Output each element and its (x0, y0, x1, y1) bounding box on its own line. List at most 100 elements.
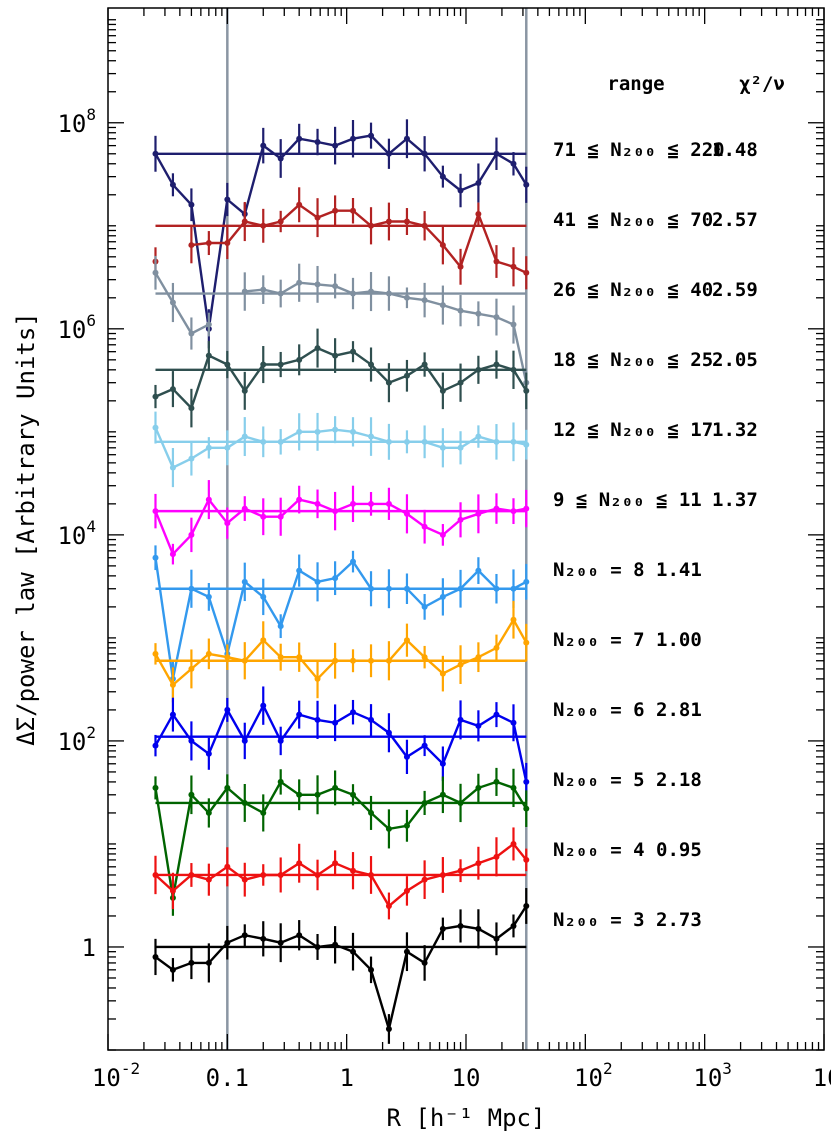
series-point (314, 500, 321, 507)
series-point (475, 310, 482, 317)
series-point (332, 352, 339, 359)
series-point (224, 196, 231, 203)
series-point (152, 508, 159, 515)
series-point (332, 426, 339, 433)
series-point (350, 558, 357, 565)
legend-chi-value: 1.41 (656, 559, 702, 581)
series-point (260, 142, 267, 149)
series-point (350, 791, 357, 798)
series-point (475, 567, 482, 574)
series (152, 328, 530, 428)
series-point (332, 142, 339, 149)
series-point (523, 805, 530, 812)
series-point (493, 258, 500, 265)
series-line (154, 557, 527, 680)
series-point (368, 433, 375, 440)
series-point (332, 575, 339, 582)
series-point (169, 966, 176, 973)
series-point (241, 876, 248, 883)
series-point (457, 444, 464, 451)
series-point (224, 361, 231, 368)
series-point (523, 441, 530, 448)
series-point (314, 943, 321, 950)
series-point (493, 778, 500, 785)
series-point (421, 523, 428, 530)
series-point (350, 657, 357, 664)
series-point (205, 809, 212, 816)
series-point (314, 139, 321, 146)
series-point (296, 135, 303, 142)
series-point (205, 496, 212, 503)
series-point (510, 263, 517, 270)
series-point (475, 722, 482, 729)
series-point (296, 496, 303, 503)
series-point (457, 661, 464, 668)
series-point (296, 932, 303, 939)
legend-range-label: 26 ≦ N₂₀₀ ≦ 40 (553, 279, 713, 301)
series-point (314, 791, 321, 798)
series-point (314, 345, 321, 352)
series-point (350, 348, 357, 355)
series-point (385, 1025, 392, 1032)
series-point (475, 654, 482, 661)
series-point (241, 737, 248, 744)
series (152, 187, 530, 290)
series-point (296, 654, 303, 661)
series-point (368, 585, 375, 592)
series-point (332, 283, 339, 290)
series-point (314, 281, 321, 288)
series-point (475, 366, 482, 373)
series-point (385, 218, 392, 225)
series-point (277, 737, 284, 744)
legend-range-label: N₂₀₀ = 8 (553, 559, 645, 581)
series-line (154, 780, 528, 899)
series-point (457, 379, 464, 386)
series-point (205, 593, 212, 600)
series-point (510, 366, 517, 373)
series-point (439, 670, 446, 677)
series-point (403, 510, 410, 517)
series-point (493, 438, 500, 445)
series-line (154, 134, 528, 329)
series-point (421, 150, 428, 157)
axes-group: 10-2 0.1 1 10 102 103 104 1 102 104 106 108 (57, 8, 831, 1092)
series-point (350, 207, 357, 214)
series-point (169, 181, 176, 188)
series-point (439, 242, 446, 249)
series-point (241, 288, 248, 295)
series-point (296, 860, 303, 867)
series-point (403, 948, 410, 955)
series-point (260, 438, 267, 445)
legend-chi-value: 2.81 (656, 699, 702, 721)
series-point (296, 567, 303, 574)
series-point (421, 799, 428, 806)
legend-chi-value: 1.32 (712, 419, 758, 441)
series-point (152, 554, 159, 561)
series-point (169, 681, 176, 688)
legend-chi-value: 1.00 (656, 629, 702, 651)
legend-chi-value: 0.95 (656, 839, 702, 861)
series-point (385, 150, 392, 157)
series-point (277, 623, 284, 630)
series-point (314, 871, 321, 878)
series-point (188, 405, 195, 412)
series-point (510, 840, 517, 847)
series-point (296, 428, 303, 435)
series-point (523, 639, 530, 646)
series (152, 686, 530, 801)
series-point (152, 269, 159, 276)
series-point (493, 711, 500, 718)
series-point (205, 444, 212, 451)
series-point (241, 799, 248, 806)
series-point (332, 207, 339, 214)
series-point (523, 269, 530, 276)
series-point (241, 932, 248, 939)
series-point (439, 387, 446, 394)
series-point (493, 314, 500, 321)
series-point (277, 654, 284, 661)
legend-header-chi: χ²/ν (739, 73, 785, 95)
series-point (493, 150, 500, 157)
series-point (169, 887, 176, 894)
series (152, 119, 530, 349)
